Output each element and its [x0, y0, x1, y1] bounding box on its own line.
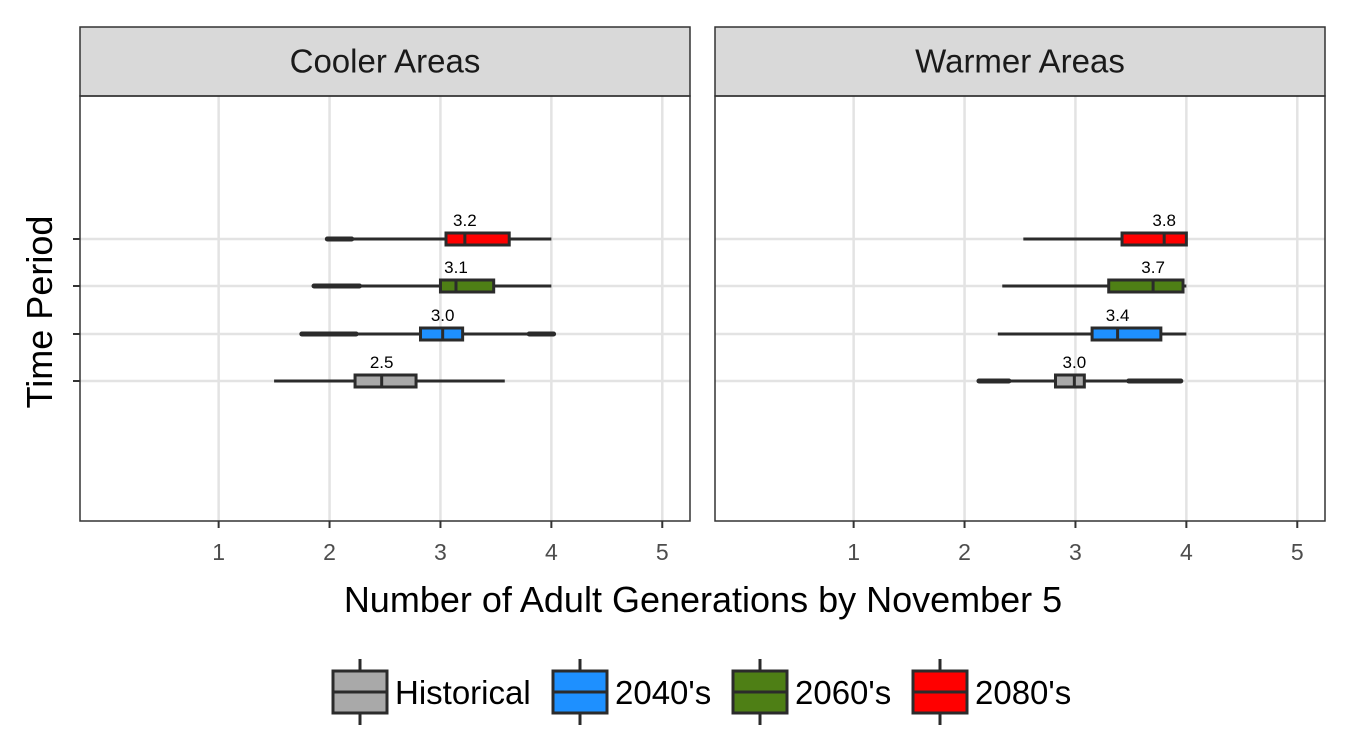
x-axis-title: Number of Adult Generations by November … — [344, 579, 1062, 620]
legend-label: 2080's — [975, 674, 1071, 711]
median-label: 3.2 — [453, 211, 477, 230]
plot-background — [80, 96, 690, 521]
legend-label: 2060's — [795, 674, 891, 711]
facet-title: Cooler Areas — [290, 43, 481, 80]
box-iqr — [1090, 326, 1163, 342]
legend: Historical 2040's 2060's 2080's — [331, 659, 1071, 725]
median-label: 3.1 — [444, 258, 468, 277]
x-tick-label: 4 — [1180, 539, 1193, 565]
box-iqr — [353, 373, 418, 389]
median-label: 3.8 — [1152, 211, 1176, 230]
facet-strip — [79, 26, 691, 97]
median-label: 3.4 — [1106, 306, 1130, 325]
plot-background — [715, 96, 1325, 521]
x-tick-label: 3 — [434, 539, 447, 565]
box-iqr — [438, 278, 496, 294]
box-2080s: 3.2 — [324, 211, 552, 247]
box-iqr — [444, 231, 511, 247]
box-2060s: 3.7 — [1002, 258, 1187, 294]
legend-label: 2040's — [615, 674, 711, 711]
x-tick-label: 2 — [958, 539, 971, 565]
legend-item-historical: Historical — [331, 659, 531, 725]
legend-item-2080s: 2080's — [911, 659, 1071, 725]
legend-label: Historical — [395, 674, 531, 711]
x-tick-label: 1 — [847, 539, 860, 565]
box-iqr — [1053, 373, 1086, 389]
x-tick-label: 4 — [545, 539, 558, 565]
legend-item-2060s: 2060's — [731, 659, 891, 725]
box-2040s: 3.0 — [299, 306, 557, 342]
x-tick-label: 1 — [212, 539, 225, 565]
box-2040s: 3.4 — [997, 306, 1187, 342]
facet-title: Warmer Areas — [915, 43, 1125, 80]
median-label: 3.0 — [1063, 353, 1087, 372]
facet-strip — [714, 26, 1326, 97]
panel-cooler: Cooler Areas 2.5 3.0 3.1 3.2 1 2 3 4 5 — [79, 26, 691, 565]
median-label: 3.0 — [431, 306, 455, 325]
x-tick-label: 5 — [1291, 539, 1304, 565]
y-axis-title: Time Period — [19, 216, 60, 409]
box-2080s: 3.8 — [1023, 211, 1188, 247]
y-ticks — [73, 238, 80, 382]
x-tick-label: 3 — [1069, 539, 1082, 565]
panel-border — [714, 95, 1326, 522]
x-tick-label: 2 — [323, 539, 336, 565]
median-label: 2.5 — [370, 353, 394, 372]
median-label: 3.7 — [1141, 258, 1165, 277]
box-iqr — [1107, 278, 1185, 294]
box-historical: 2.5 — [274, 353, 505, 389]
panel-border — [79, 95, 691, 522]
box-iqr — [1120, 231, 1188, 247]
box-2060s: 3.1 — [311, 258, 552, 294]
box-historical: 3.0 — [976, 353, 1184, 389]
panel-warmer: Warmer Areas 3.0 3.4 3.7 3.8 1 2 3 4 5 — [714, 26, 1326, 565]
legend-item-2040s: 2040's — [551, 659, 711, 725]
x-tick-label: 5 — [656, 539, 669, 565]
